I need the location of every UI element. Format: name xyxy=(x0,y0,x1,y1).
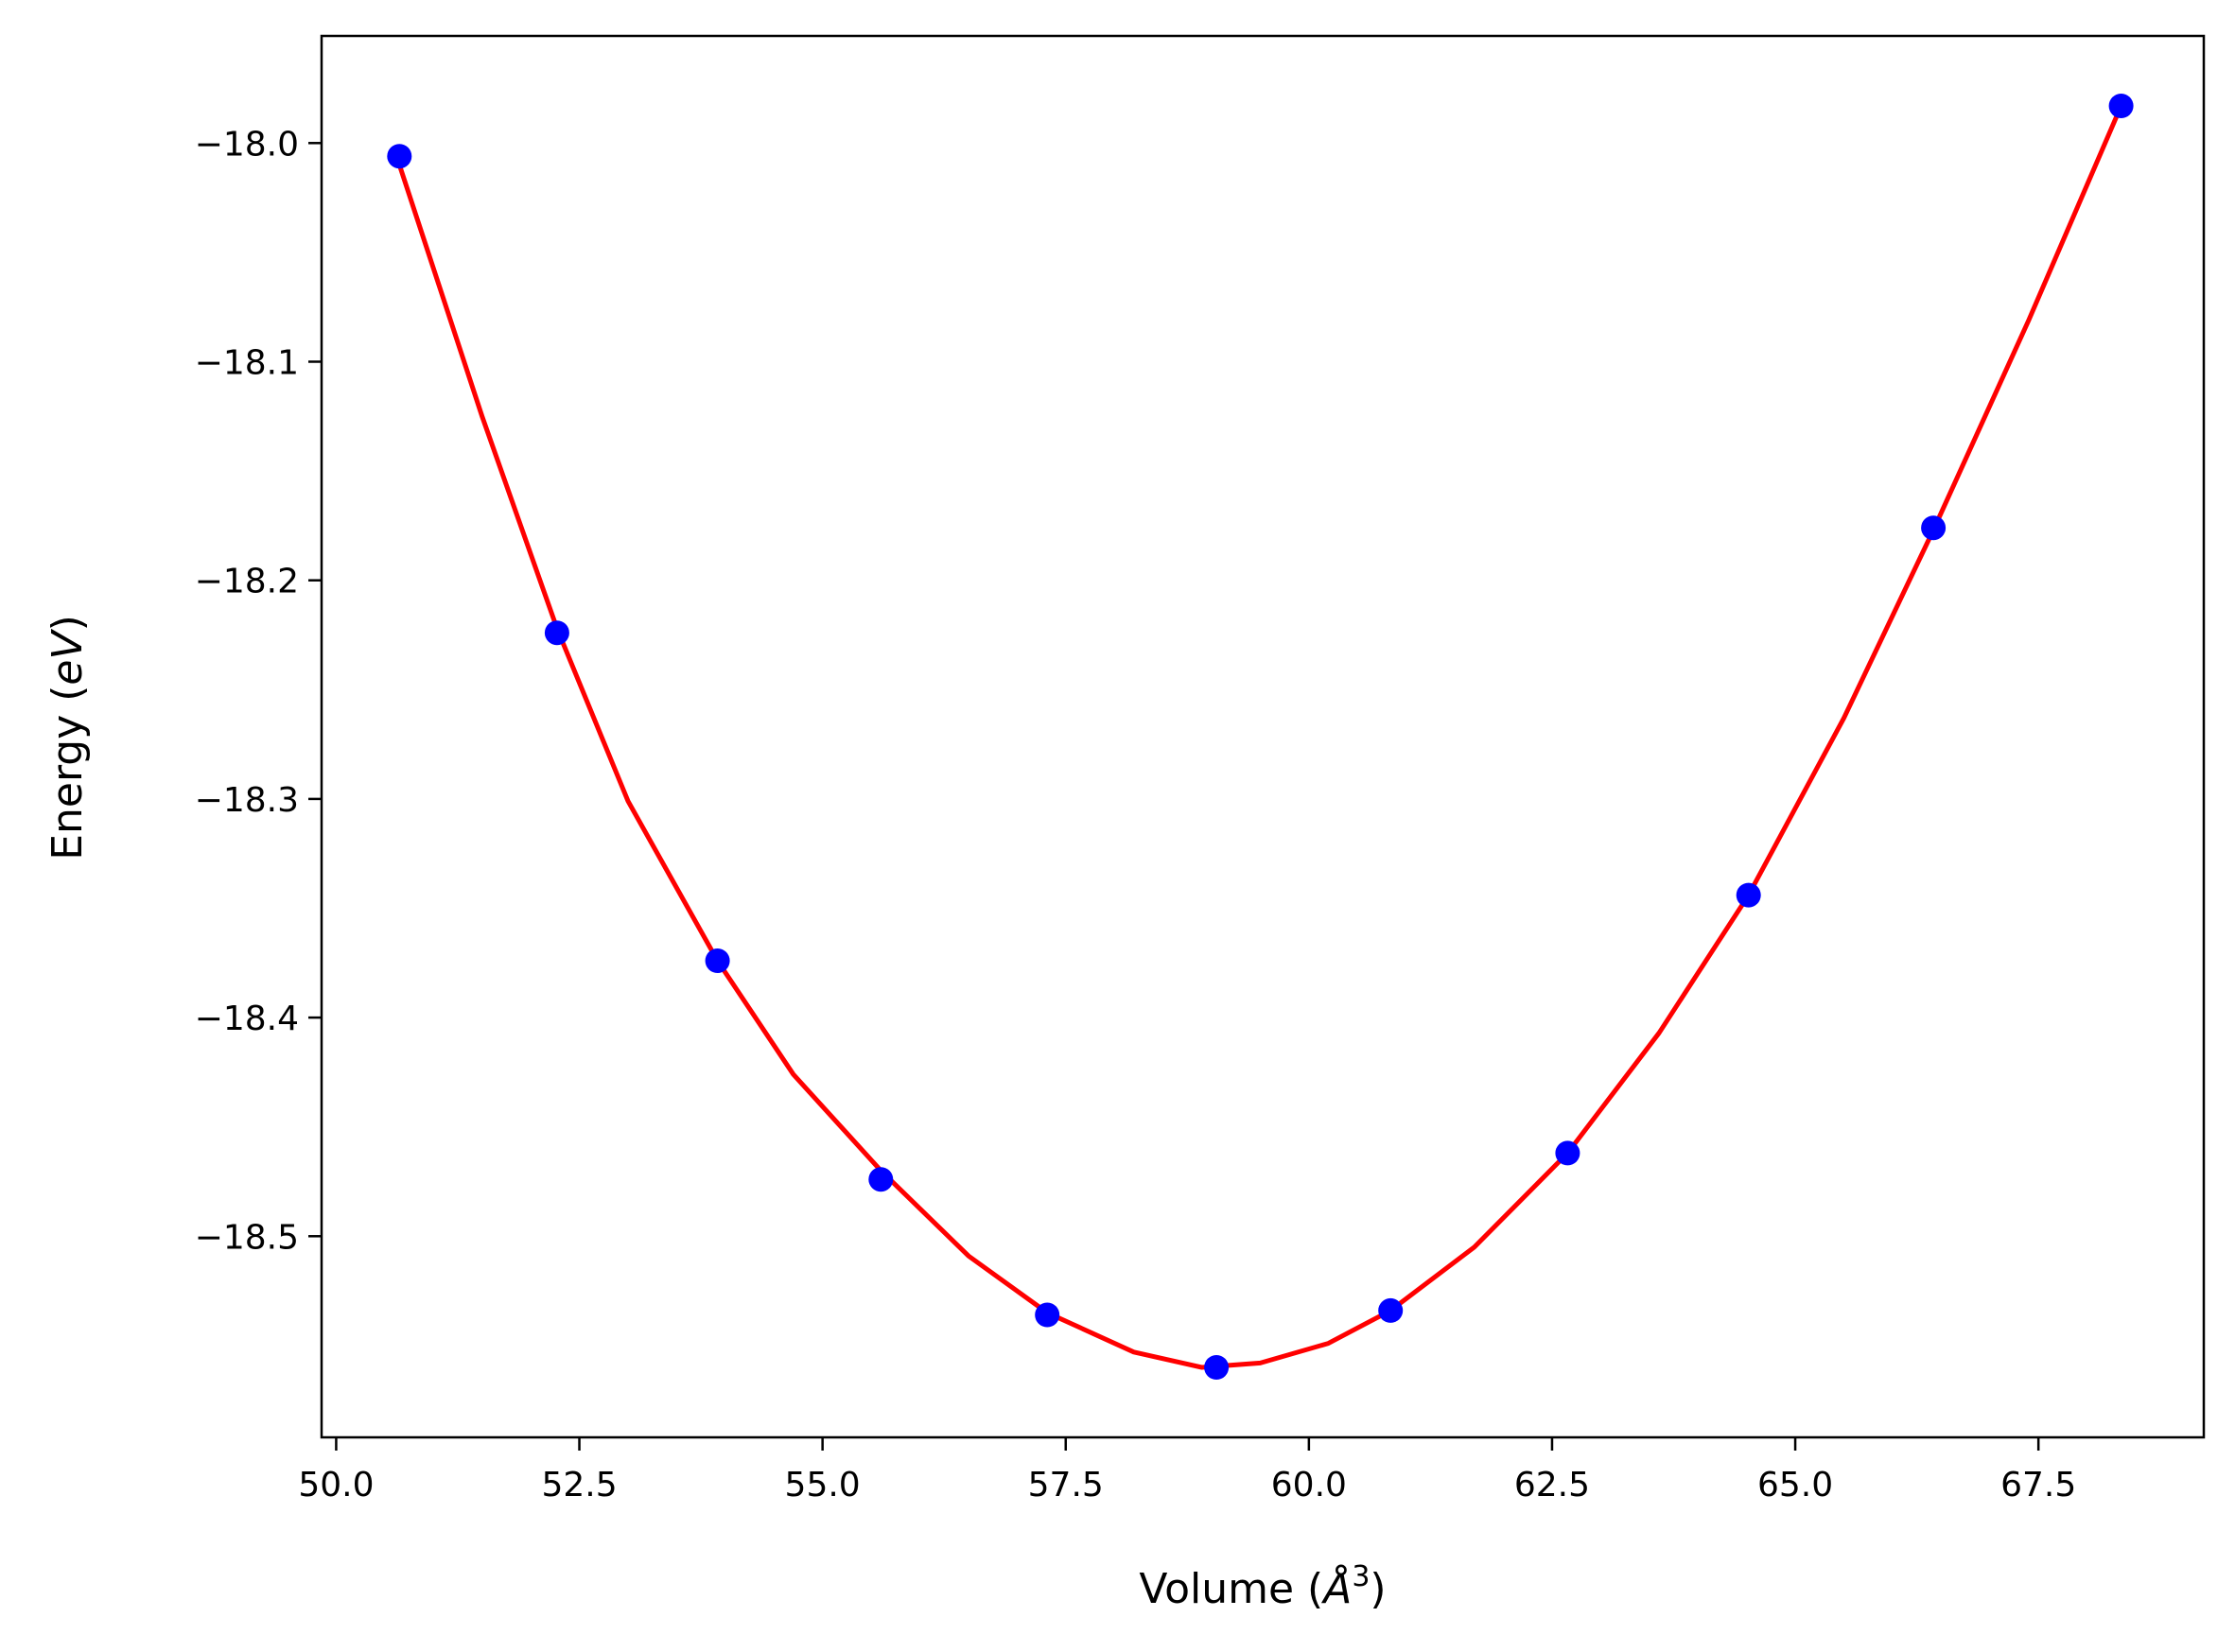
y-tick-label: −18.1 xyxy=(195,343,299,382)
x-tick-label: 65.0 xyxy=(1757,1466,1833,1504)
data-point xyxy=(2108,94,2134,118)
data-point xyxy=(544,620,569,646)
x-tick-label: 52.5 xyxy=(541,1466,617,1504)
data-point xyxy=(1378,1297,1404,1323)
fit-curve-line xyxy=(396,105,2123,1370)
data-point xyxy=(868,1167,894,1192)
y-tick-label: −18.2 xyxy=(195,563,299,601)
plot-area xyxy=(387,94,2134,1380)
data-point xyxy=(1555,1140,1580,1166)
y-tick-label: −18.5 xyxy=(195,1218,299,1257)
x-tick-label: 62.5 xyxy=(1514,1466,1590,1504)
y-axis-ticks: −18.0 −18.1 −18.2 −18.3 −18.4 −18.5 xyxy=(195,125,322,1257)
y-tick-label: −18.0 xyxy=(195,125,299,164)
y-tick-label: −18.3 xyxy=(195,781,299,820)
y-axis-label: Energy (eV) xyxy=(44,615,92,861)
x-tick-label: 57.5 xyxy=(1028,1466,1104,1504)
data-point xyxy=(1736,882,1761,908)
axes-frame xyxy=(320,34,2206,1439)
x-axis-label: Volume (Å3) xyxy=(1139,1560,1386,1613)
data-point xyxy=(705,948,730,973)
data-point xyxy=(387,144,412,169)
x-tick-label: 50.0 xyxy=(298,1466,374,1504)
data-point xyxy=(1204,1355,1230,1380)
y-tick-label: −18.4 xyxy=(195,1000,299,1038)
x-axis-ticks: 50.0 52.5 55.0 57.5 60.0 62.5 65.0 67.5 xyxy=(298,1437,2076,1504)
x-tick-label: 55.0 xyxy=(785,1466,861,1504)
data-point xyxy=(1035,1302,1060,1328)
data-point xyxy=(1921,515,1947,541)
x-tick-label: 67.5 xyxy=(2000,1466,2076,1504)
x-tick-label: 60.0 xyxy=(1271,1466,1347,1504)
